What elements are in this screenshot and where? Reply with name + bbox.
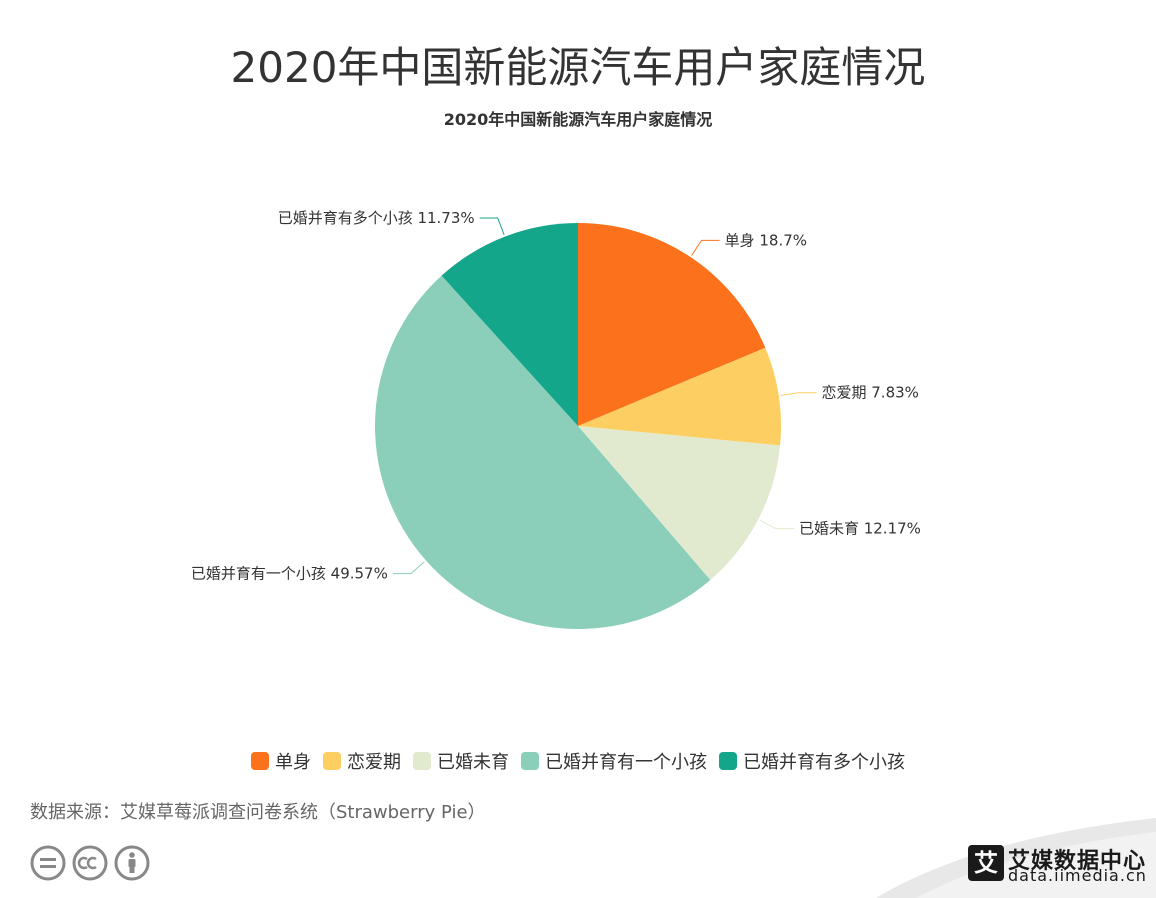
pie-slice[interactable] [578,347,781,446]
slice-label: 单身 18.7% [725,231,807,249]
legend-swatch [719,752,737,770]
brand-band [876,818,1156,898]
slice-label: 已婚未育 12.17% [799,520,921,538]
slice-label: 已婚并育有一个小孩 49.57% [191,565,388,583]
page-title: 2020年中国新能源汽车用户家庭情况 [230,43,926,92]
cc-icon [72,845,108,881]
legend-swatch [521,752,539,770]
legend-label: 恋爱期 [347,752,401,773]
equals-icon [30,845,66,881]
legend-label: 单身 [275,752,311,773]
license-icons [30,845,156,881]
label-leader-line [780,392,817,396]
legend-swatch [251,752,269,770]
label-leader-line [392,561,425,575]
label-leader-line [691,239,720,256]
data-source: 数据来源：艾媒草莓派调查问卷系统（Strawberry Pie） [30,802,486,823]
legend-item[interactable]: 已婚并育有多个小孩 [719,748,905,774]
person-icon [114,845,150,881]
brand-logo-icon: 艾 [968,845,1004,881]
legend-label: 已婚并育有一个小孩 [545,752,707,773]
label-leader-line [759,519,794,530]
legend-label: 已婚并育有多个小孩 [743,752,905,773]
brand-name: 艾媒数据中心 [1008,849,1147,874]
legend-item[interactable]: 已婚未育 [413,748,509,774]
legend-item[interactable]: 已婚并育有一个小孩 [521,748,707,774]
pie-slice[interactable] [578,223,766,426]
legend-item[interactable]: 恋爱期 [323,748,401,774]
legend-swatch [413,752,431,770]
pie-slice[interactable] [578,426,781,580]
slice-label: 已婚并育有多个小孩 11.73% [278,209,475,227]
brand-url: data.iimedia.cn [1008,866,1147,885]
chart-legend: 单身 恋爱期 已婚未育 已婚并育有一个小孩 已婚并育有多个小孩 [0,748,1156,774]
legend-swatch [323,752,341,770]
chart-title: 2020年中国新能源汽车用户家庭情况 [443,110,713,129]
pie-slice[interactable] [441,223,578,426]
slice-label: 恋爱期 7.83% [822,384,919,402]
label-leader-line [479,217,505,235]
pie-chart: 单身 18.7% 恋爱期 7.83% 已婚未育 12.17% 已婚并育有一个小孩 49… [191,209,921,629]
pie-slice[interactable] [375,275,711,629]
legend-item[interactable]: 单身 [251,748,311,774]
legend-label: 已婚未育 [437,752,509,773]
